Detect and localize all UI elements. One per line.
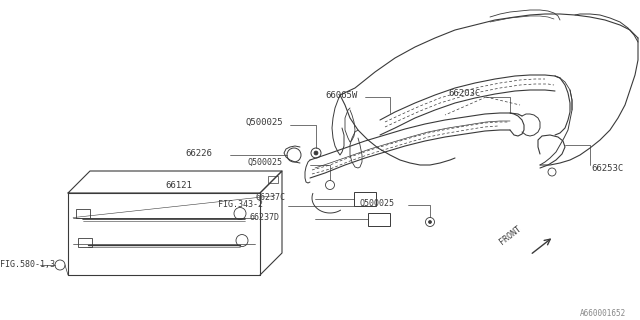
Circle shape [429, 220, 431, 223]
Text: 66065W: 66065W [325, 91, 357, 100]
Text: Q500025: Q500025 [245, 117, 283, 126]
Text: Q500025: Q500025 [360, 198, 395, 207]
Bar [368, 213, 390, 226]
Text: Q500025: Q500025 [248, 157, 283, 166]
Text: FRONT: FRONT [498, 225, 524, 247]
Text: 66237D: 66237D [250, 212, 280, 221]
Text: 66121: 66121 [165, 180, 192, 189]
Bar [76, 209, 90, 219]
Text: FIG.343-2: FIG.343-2 [218, 199, 263, 209]
Text: 66203C: 66203C [448, 89, 480, 98]
Bar [78, 238, 92, 247]
Bar [354, 192, 376, 206]
Text: A660001652: A660001652 [580, 309, 627, 318]
Bar [268, 176, 278, 183]
Text: FIG.580-1,3: FIG.580-1,3 [0, 260, 55, 269]
Text: 66226: 66226 [185, 148, 212, 157]
Text: 66237C: 66237C [255, 193, 285, 202]
Circle shape [314, 151, 318, 155]
Text: 66253C: 66253C [591, 164, 623, 172]
